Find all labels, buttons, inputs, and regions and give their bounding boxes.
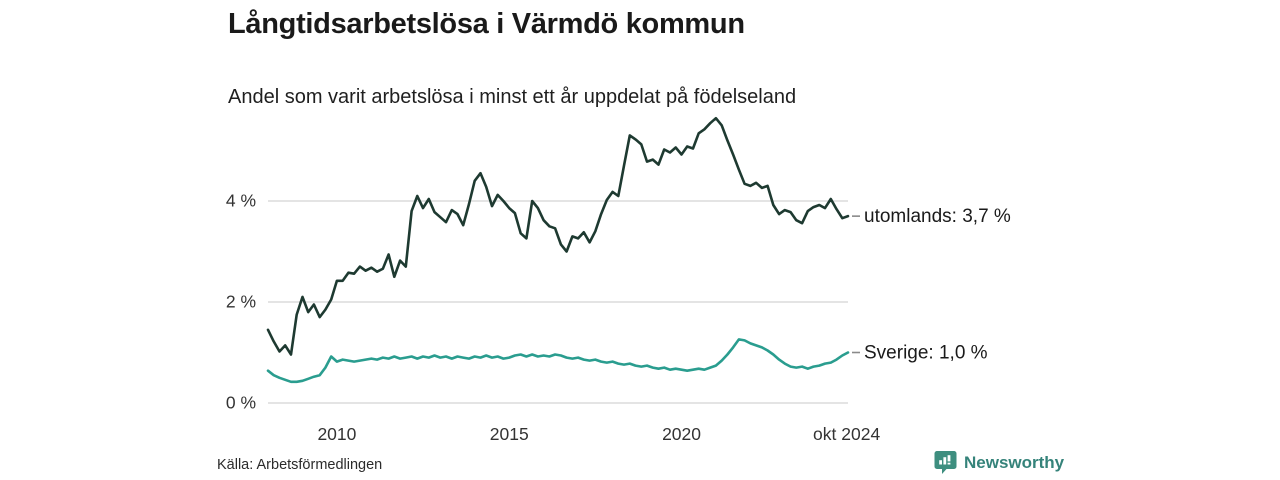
page-title: Långtidsarbetslösa i Värmdö kommun [228, 8, 745, 40]
series-end-label-utomlands: utomlands: 3,7 % [864, 206, 1011, 227]
x-axis-tick-label: 2015 [490, 424, 529, 444]
x-axis-tick-label: 2020 [662, 424, 701, 444]
y-axis-tick-label: 4 % [226, 191, 256, 211]
y-axis-tick-label: 2 % [226, 292, 256, 312]
series-end-label-Sverige: Sverige: 1,0 % [864, 343, 988, 364]
newsworthy-wordmark: Newsworthy [964, 452, 1065, 472]
logo-exclamation-dot [947, 462, 951, 465]
source-note: Källa: Arbetsförmedlingen [217, 457, 383, 473]
logo-bar-tall [943, 457, 947, 465]
logo-bar-short [939, 460, 942, 465]
series-line-Sverige [266, 338, 850, 384]
x-axis-tick-label: okt 2024 [813, 424, 880, 444]
logo-exclamation-stem [947, 455, 951, 462]
x-axis-tick-label: 2010 [317, 424, 356, 444]
page-subtitle: Andel som varit arbetslösa i minst ett å… [228, 86, 797, 108]
newsworthy-logo-icon [934, 451, 957, 474]
newsworthy-brand: Newsworthy [934, 450, 1064, 475]
series-line-utomlands [266, 116, 850, 356]
y-axis-tick-label: 0 % [226, 393, 256, 413]
